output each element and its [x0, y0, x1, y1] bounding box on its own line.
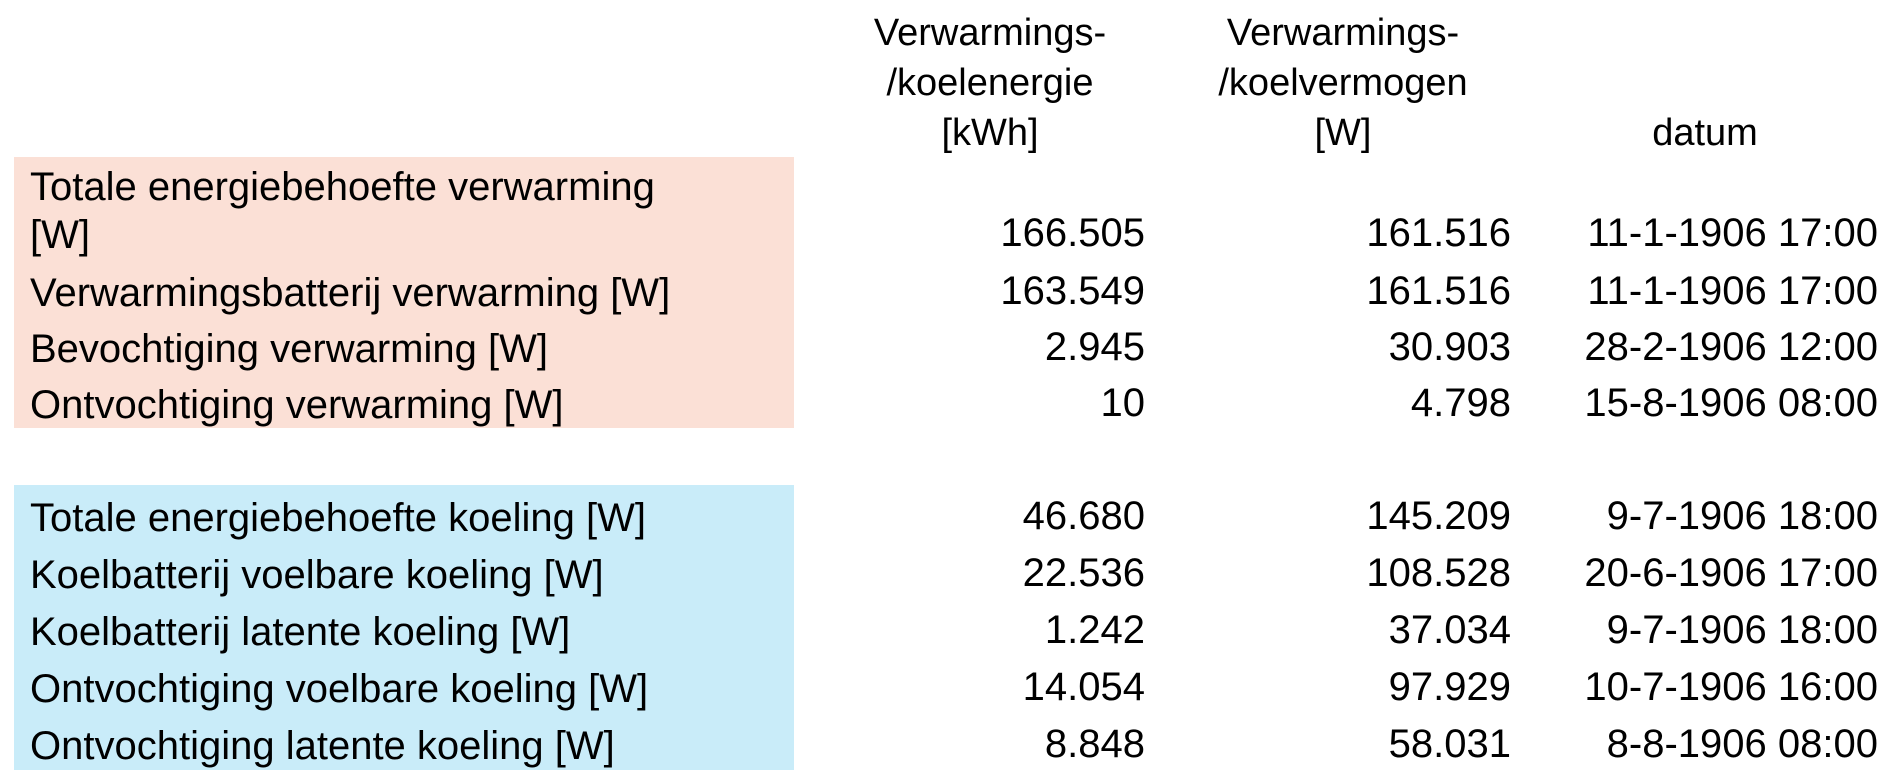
energy-value: 8.848 — [1044, 722, 1145, 766]
header-date: datum — [1540, 108, 1870, 158]
row-label: Totale energiebehoefte verwarming [W] — [30, 163, 655, 259]
power-value: 161.516 — [1366, 269, 1511, 313]
power-value: 4.798 — [1410, 381, 1511, 425]
header-date-label: datum — [1652, 112, 1758, 154]
header-power-line-2: /koelvermogen — [1218, 62, 1468, 104]
row-label: Koelbatterij voelbare koeling [W] — [30, 553, 604, 597]
energy-value: 22.536 — [1022, 551, 1145, 595]
row-label: Bevochtiging verwarming [W] — [30, 327, 548, 371]
energy-value: 2.945 — [1044, 325, 1145, 369]
energy-value: 46.680 — [1022, 494, 1145, 538]
energy-value: 163.549 — [1000, 269, 1145, 313]
row-label: Ontvochtiging voelbare koeling [W] — [30, 667, 649, 711]
header-energy-line-3: [kWh] — [941, 112, 1039, 154]
header-power-line-1: Verwarmings- — [1226, 12, 1460, 54]
heating-section-background — [14, 157, 794, 428]
row-label-line-1: Totale energiebehoefte verwarming — [30, 165, 655, 209]
power-value: 97.929 — [1388, 665, 1511, 709]
power-value: 108.528 — [1366, 551, 1511, 595]
header-power-line-3: [W] — [1314, 112, 1372, 154]
power-value: 37.034 — [1388, 608, 1511, 652]
energy-value: 14.054 — [1022, 665, 1145, 709]
header-power: Verwarmings- /koelvermogen [W] — [1163, 8, 1523, 158]
row-label: Koelbatterij latente koeling [W] — [30, 610, 571, 654]
date-value: 8-8-1906 08:00 — [1606, 722, 1878, 766]
row-label-line-2: [W] — [30, 213, 90, 257]
header-energy-line-2: /koelenergie — [886, 62, 1094, 104]
date-value: 20-6-1906 17:00 — [1584, 551, 1878, 595]
row-label: Ontvochtiging latente koeling [W] — [30, 724, 615, 768]
power-value: 30.903 — [1388, 325, 1511, 369]
power-value: 161.516 — [1366, 211, 1511, 255]
row-label: Totale energiebehoefte koeling [W] — [30, 496, 646, 540]
date-value: 11-1-1906 17:00 — [1587, 269, 1878, 313]
header-energy-line-1: Verwarmings- — [873, 12, 1107, 54]
power-value: 58.031 — [1388, 722, 1511, 766]
row-label: Ontvochtiging verwarming [W] — [30, 383, 564, 427]
cooling-section-background — [14, 485, 794, 770]
energy-value: 10 — [1100, 381, 1146, 425]
date-value: 9-7-1906 18:00 — [1606, 494, 1878, 538]
date-value: 11-1-1906 17:00 — [1587, 211, 1878, 255]
header-energy: Verwarmings- /koelenergie [kWh] — [810, 8, 1170, 158]
energy-value: 1.242 — [1044, 608, 1145, 652]
power-value: 145.209 — [1366, 494, 1511, 538]
row-label: Verwarmingsbatterij verwarming [W] — [30, 271, 671, 315]
date-value: 9-7-1906 18:00 — [1606, 608, 1878, 652]
energy-value: 166.505 — [1000, 211, 1145, 255]
date-value: 15-8-1906 08:00 — [1584, 381, 1878, 425]
date-value: 28-2-1906 12:00 — [1584, 325, 1878, 369]
date-value: 10-7-1906 16:00 — [1584, 665, 1878, 709]
